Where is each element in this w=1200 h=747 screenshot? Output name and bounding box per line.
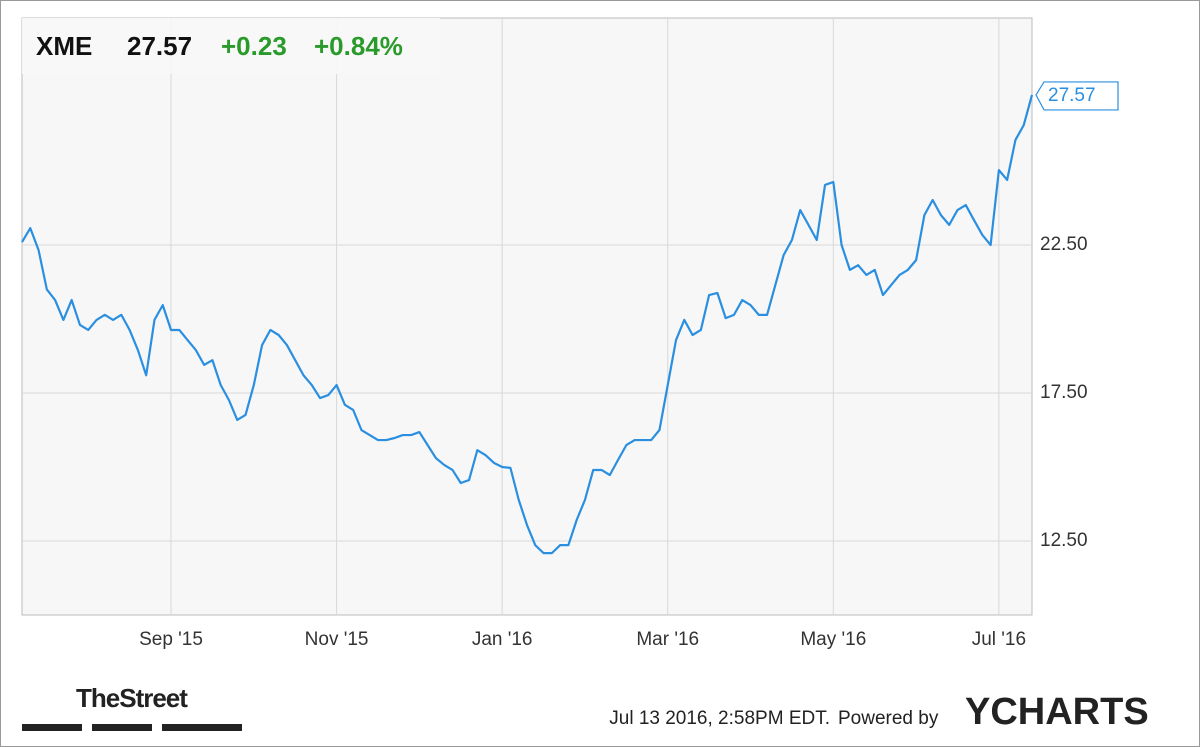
x-tick-label: May '16 xyxy=(800,629,866,650)
timestamp: Jul 13 2016, 2:58PM EDT. xyxy=(609,708,830,729)
x-tick-label: Sep '15 xyxy=(139,629,203,650)
header-box xyxy=(22,18,440,74)
price-line xyxy=(21,94,1034,555)
x-tick-label: Nov '15 xyxy=(305,629,369,650)
y-tick-label: 12.50 xyxy=(1040,530,1088,551)
x-tick-label: Jul '16 xyxy=(972,629,1026,650)
brand-bar xyxy=(22,724,82,731)
change: +0.23 xyxy=(221,31,287,61)
provider: YCHARTS xyxy=(965,691,1149,733)
brand: TheStreet xyxy=(76,683,188,713)
symbol: XME xyxy=(36,31,92,61)
brand-bar xyxy=(162,724,242,731)
last-value-box xyxy=(1035,81,1119,111)
x-tick-label: Jan '16 xyxy=(472,629,533,650)
brand-bar xyxy=(92,724,152,731)
plot-area xyxy=(21,17,1033,616)
powered-by: Powered by xyxy=(838,708,939,729)
last-value-label: 27.57 xyxy=(1048,85,1096,106)
x-tick-label: Mar '16 xyxy=(636,629,699,650)
price: 27.57 xyxy=(127,31,192,61)
y-tick-label: 17.50 xyxy=(1040,382,1088,403)
y-tick-label: 22.50 xyxy=(1040,234,1088,255)
change-percent: +0.84% xyxy=(314,31,403,61)
